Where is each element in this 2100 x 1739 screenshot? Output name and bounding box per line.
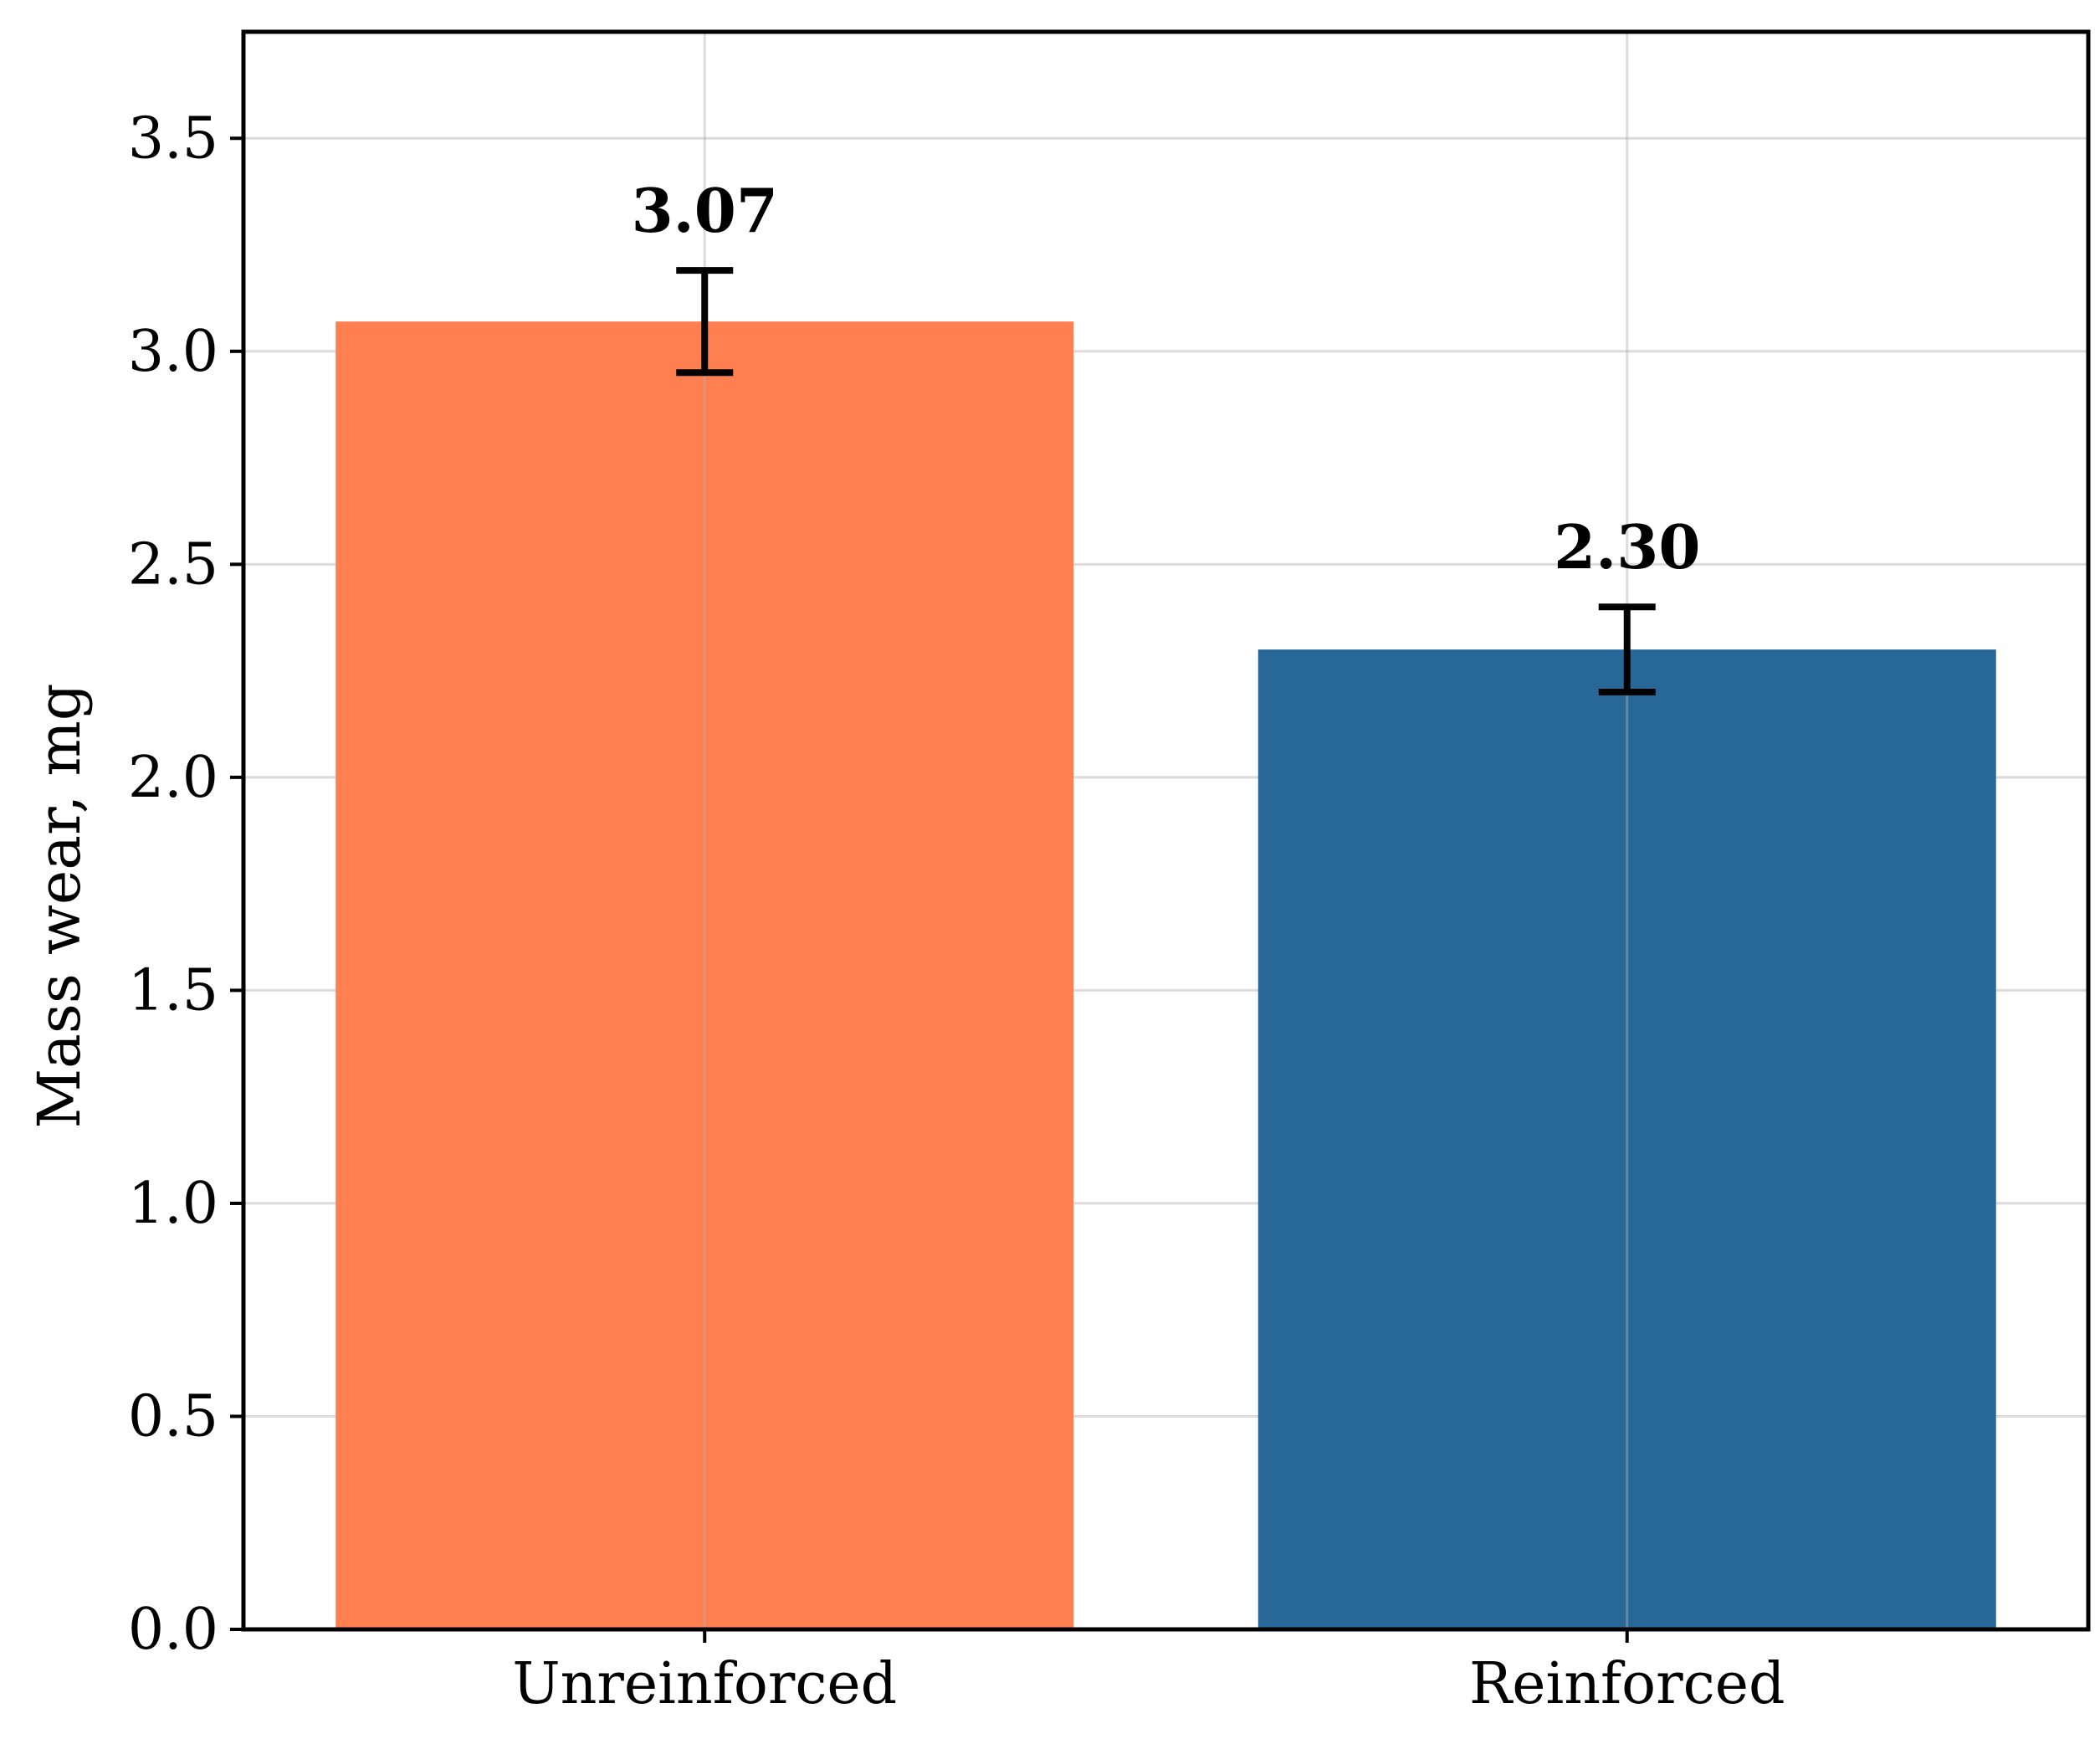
y-tick-label: 2.0 [128, 745, 218, 811]
bar-unreinforced [335, 321, 1074, 1630]
y-tick-label: 1.0 [128, 1171, 218, 1237]
bar-reinforced [1257, 649, 1996, 1629]
error-bars [676, 32, 1656, 1629]
y-axis-ticks: 0.0 0.5 1.0 1.5 2.0 2.5 3.0 3.5 [128, 105, 243, 1663]
bars [335, 321, 1996, 1630]
value-labels: 3.07 2.30 [632, 175, 1701, 582]
value-label: 3.07 [632, 175, 778, 246]
x-axis-ticks: Unreinforced Reinforced [512, 1629, 1785, 1717]
y-axis-label: Mass wear, mg [25, 683, 94, 1128]
y-tick-label: 2.5 [128, 531, 218, 598]
y-tick-label: 3.0 [128, 319, 218, 385]
plot-frame [241, 29, 2091, 1632]
x-tick-label: Unreinforced [512, 1651, 897, 1717]
y-tick-label: 0.0 [128, 1597, 218, 1663]
y-tick-label: 1.5 [128, 957, 218, 1023]
value-label: 2.30 [1554, 511, 1700, 582]
x-tick-label: Reinforced [1469, 1651, 1785, 1717]
y-tick-label: 3.5 [128, 105, 218, 172]
y-tick-label: 0.5 [128, 1383, 218, 1449]
